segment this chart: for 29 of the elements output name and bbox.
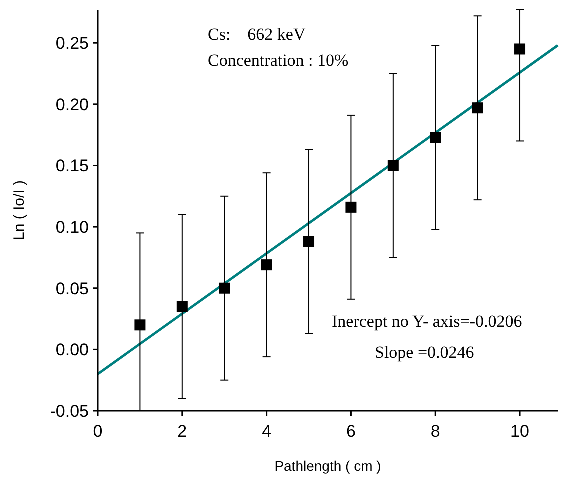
y-tick-label: 0.05 bbox=[56, 279, 89, 298]
x-tick-label: 2 bbox=[178, 422, 188, 441]
y-axis-title: Ln ( Io/I ) bbox=[11, 180, 28, 241]
point bbox=[176, 301, 188, 312]
point bbox=[261, 260, 272, 271]
point bbox=[472, 102, 484, 114]
annotation: Concentration : 10% bbox=[208, 51, 349, 70]
annotation: Cs: 662 keV bbox=[208, 25, 306, 44]
point bbox=[346, 202, 357, 213]
x-tick-label: 8 bbox=[430, 422, 440, 441]
y-tick-label: 0.20 bbox=[56, 95, 89, 114]
x-tick-label: 6 bbox=[346, 422, 356, 441]
x-tick-label: 4 bbox=[262, 422, 272, 441]
point bbox=[134, 320, 146, 331]
y-tick-label: 0.10 bbox=[56, 218, 89, 238]
y-tick-label: 0.00 bbox=[56, 340, 89, 360]
point bbox=[304, 236, 315, 248]
point bbox=[514, 44, 526, 55]
y-tick-label: 0.25 bbox=[56, 34, 89, 54]
point bbox=[219, 282, 230, 294]
x-tick-label: 0 bbox=[93, 422, 103, 441]
annotation: Slope =0.0246 bbox=[375, 343, 474, 362]
point bbox=[388, 160, 399, 172]
x-tick-label: 10 bbox=[510, 422, 530, 441]
y-tick-label: 0.15 bbox=[56, 156, 89, 176]
point bbox=[430, 132, 442, 144]
y-tick-label: -0.05 bbox=[50, 402, 89, 421]
x-axis-title: Pathlength ( cm ) bbox=[274, 458, 382, 474]
annotation: Inercept no Y- axis=-0.0206 bbox=[332, 312, 522, 331]
